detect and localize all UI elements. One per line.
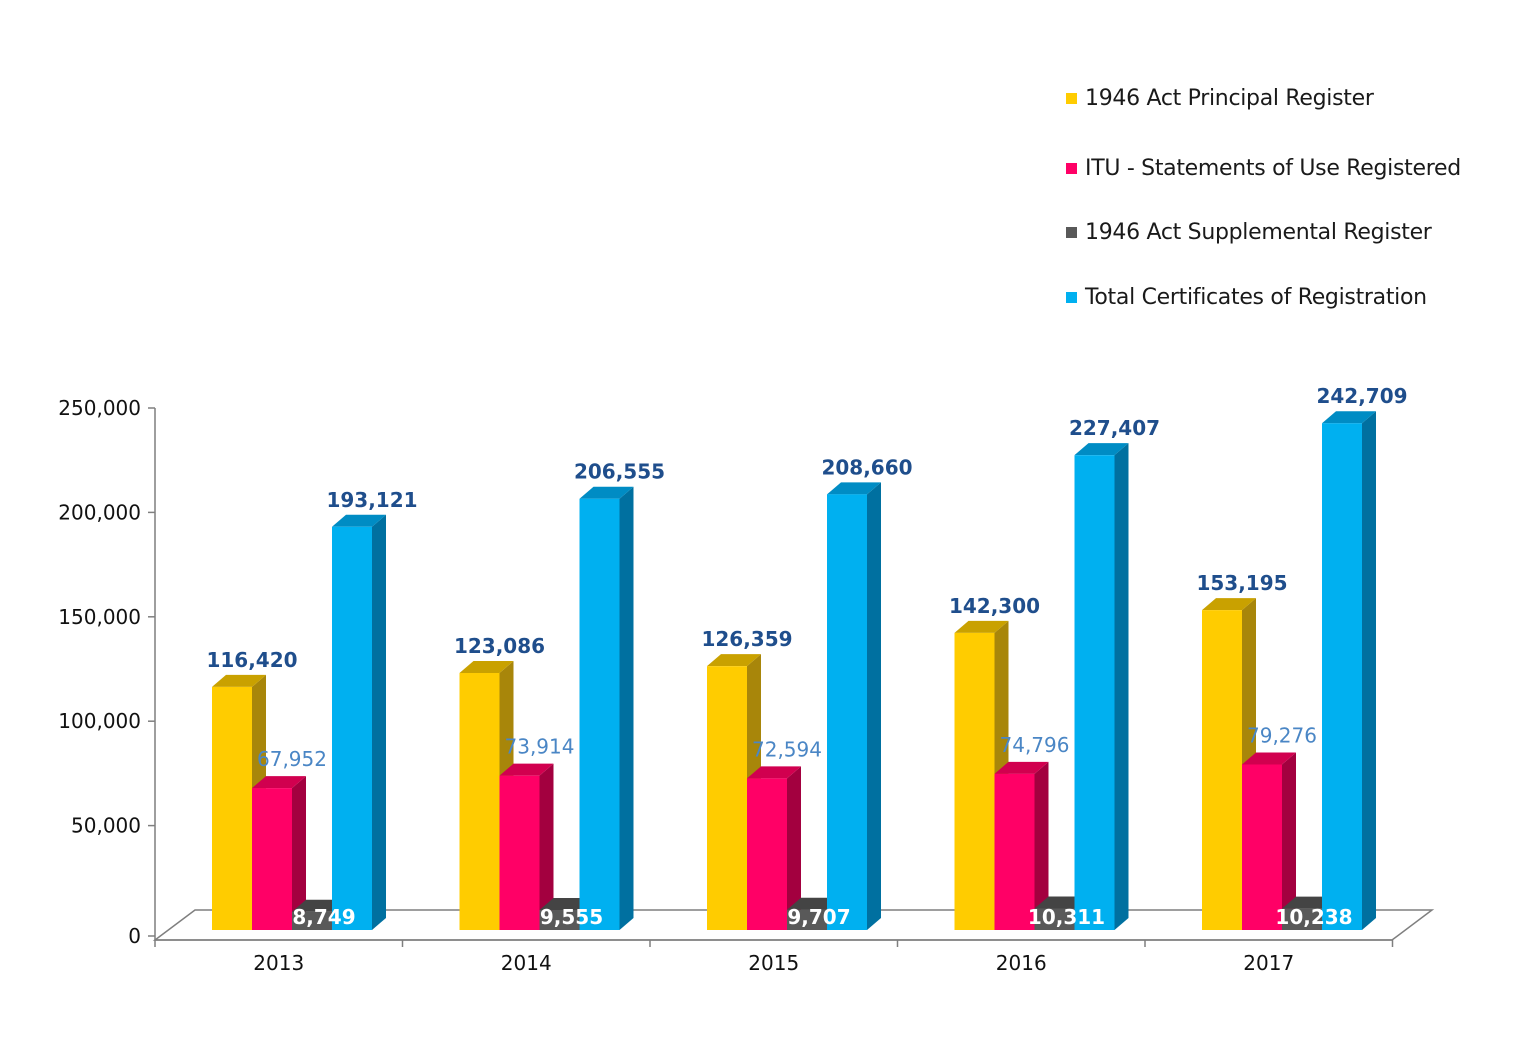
bar-side: [1282, 752, 1296, 930]
bar: [252, 788, 292, 930]
legend-swatch-principal: [1066, 93, 1077, 104]
bar: [787, 909, 827, 930]
legend-swatch-supplemental: [1066, 227, 1077, 238]
bar: [1034, 908, 1075, 930]
data-label: 10,238: [1275, 905, 1352, 929]
bar-side: [787, 766, 801, 930]
y-tick-label: 250,000: [58, 396, 141, 420]
x-tick-label: 2013: [253, 951, 304, 975]
bar-side: [372, 514, 386, 930]
bar-top: [1322, 411, 1376, 424]
legend-item-principal-register: 1946 Act Principal Register: [1066, 86, 1374, 111]
category-group-2013: 116,420 67,952 8,749 193,121 2013: [206, 488, 417, 975]
bar-top: [499, 763, 554, 776]
data-label: 206,555: [574, 460, 665, 484]
bar: [459, 672, 500, 930]
bar: [1074, 455, 1115, 930]
y-tick-label: 50,000: [71, 814, 141, 838]
bar: [579, 498, 620, 930]
data-label: 123,086: [454, 634, 545, 658]
bar-side: [539, 763, 554, 930]
bar: [707, 666, 747, 930]
bar-top: [1202, 598, 1256, 611]
data-label: 242,709: [1316, 384, 1407, 408]
data-label: 193,121: [326, 488, 417, 512]
data-label: 74,796: [1000, 733, 1070, 757]
bar: [1282, 908, 1322, 930]
bar: [954, 632, 995, 930]
bar: [827, 494, 867, 930]
x-tick-label: 2014: [501, 951, 552, 975]
legend-label-itu: ITU - Statements of Use Registered: [1085, 156, 1461, 181]
bar-side: [619, 486, 634, 930]
data-label: 73,914: [505, 735, 575, 759]
bar-top: [707, 654, 761, 667]
bar: [747, 778, 787, 930]
bar: [292, 911, 332, 930]
x-tick-label: 2017: [1243, 951, 1294, 975]
y-tick-label: 200,000: [58, 500, 141, 524]
bar-side: [1114, 443, 1129, 930]
legend-item-supplemental-register: 1946 Act Supplemental Register: [1066, 220, 1432, 245]
legend-item-total-certificates: Total Certificates of Registration: [1066, 285, 1427, 310]
bar-side: [1362, 411, 1376, 930]
bar: [332, 526, 372, 930]
category-group-2017: 153,195 79,276 10,238 242,709 2017: [1196, 384, 1407, 975]
y-tick-label: 0: [128, 924, 141, 948]
bar-side: [1034, 761, 1049, 930]
data-label: 8,749: [292, 905, 355, 929]
legend-item-itu-statements: ITU - Statements of Use Registered: [1066, 156, 1461, 181]
bar-top: [579, 486, 634, 499]
data-label: 142,300: [949, 594, 1040, 618]
data-label: 9,707: [787, 905, 850, 929]
bar: [1242, 764, 1282, 930]
category-group-2015: 126,359 72,594 9,707 208,660 2015: [701, 455, 912, 975]
legend-swatch-total: [1066, 292, 1077, 303]
data-label: 227,407: [1069, 416, 1160, 440]
bar-top: [212, 674, 266, 687]
data-label: 126,359: [701, 627, 792, 651]
y-tick-label: 100,000: [58, 709, 141, 733]
data-label: 10,311: [1028, 905, 1105, 929]
category-group-2014: 123,086 73,914 9,555 206,555 2014: [454, 460, 665, 975]
bar: [212, 686, 252, 930]
data-label: 79,276: [1247, 723, 1317, 747]
bar-top: [827, 482, 881, 495]
bar: [1322, 423, 1362, 930]
bar: [499, 775, 540, 930]
bar-top: [747, 766, 801, 779]
data-label: 72,594: [752, 737, 822, 761]
bar-side: [292, 776, 306, 930]
bar-top: [954, 620, 1009, 633]
bar: [994, 773, 1035, 930]
bar-top: [994, 761, 1049, 774]
bar-top: [252, 776, 306, 789]
bar-top: [459, 660, 514, 673]
category-group-2016: 142,300 74,796 10,311 227,407 2016: [949, 416, 1160, 975]
bar-side: [867, 482, 881, 930]
x-tick-label: 2015: [748, 951, 799, 975]
bar-top: [332, 514, 386, 527]
bar: [1202, 610, 1242, 930]
data-label: 67,952: [257, 747, 327, 771]
bar-top: [1242, 752, 1296, 765]
data-label: 9,555: [540, 905, 603, 929]
legend-label-supplemental: 1946 Act Supplemental Register: [1085, 220, 1432, 245]
legend-label-total: Total Certificates of Registration: [1085, 285, 1427, 310]
bar: [539, 910, 580, 930]
data-label: 116,420: [206, 648, 297, 672]
bar-top: [1074, 443, 1129, 456]
data-label: 153,195: [1196, 571, 1287, 595]
y-tick-label: 150,000: [58, 605, 141, 629]
data-label: 208,660: [821, 455, 912, 479]
legend-swatch-itu: [1066, 163, 1077, 174]
x-tick-label: 2016: [996, 951, 1047, 975]
legend-label-principal: 1946 Act Principal Register: [1085, 86, 1374, 111]
